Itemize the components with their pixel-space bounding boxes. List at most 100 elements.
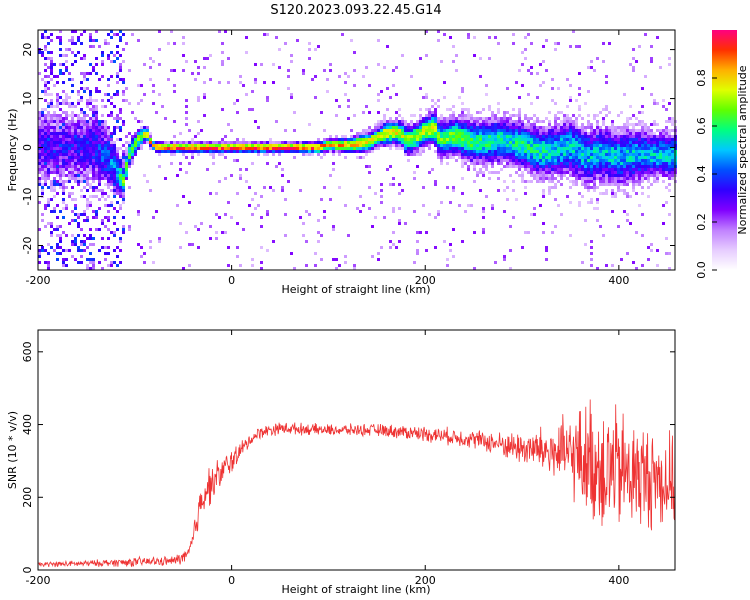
spectrogram-cell (413, 144, 416, 147)
spectrogram-cell (89, 171, 92, 174)
spectrogram-cell (434, 180, 437, 183)
spectrogram-cell (620, 168, 623, 171)
spectrogram-cell (653, 165, 656, 168)
spectrogram-cell (122, 186, 125, 189)
spectrogram-cell (536, 147, 539, 150)
spectrogram-cell (461, 108, 464, 111)
spectrogram-cell (572, 30, 575, 33)
spectrogram-cell (572, 132, 575, 135)
spectrogram-cell (53, 180, 56, 183)
spectrogram-cell (473, 138, 476, 141)
spectrogram-cell (344, 144, 347, 147)
spectrogram-cell (584, 150, 587, 153)
spectrogram-cell (365, 147, 368, 150)
spectrogram-cell (332, 162, 335, 165)
spectrogram-cell (389, 96, 392, 99)
spectrogram-cell (605, 180, 608, 183)
spectrogram-cell (317, 219, 320, 222)
spectrogram-cell (110, 111, 113, 114)
spectrogram-cell (62, 201, 65, 204)
spectrogram-cell (59, 147, 62, 150)
spectrogram-cell (236, 222, 239, 225)
spectrogram-cell (110, 162, 113, 165)
spectrogram-cell (434, 102, 437, 105)
spectrogram-cell (617, 225, 620, 228)
spectrogram-cell (497, 111, 500, 114)
spectrogram-cell (113, 174, 116, 177)
spectrogram-cell (74, 153, 77, 156)
spectrogram-cell (458, 126, 461, 129)
spectrogram-cell (425, 135, 428, 138)
spectrogram-cell (485, 168, 488, 171)
spectrogram-x-axis-label: Height of straight line (km) (281, 283, 430, 296)
spectrogram-cell (332, 225, 335, 228)
spectrogram-cell (362, 135, 365, 138)
spectrogram-cell (308, 153, 311, 156)
spectrogram-cell (626, 147, 629, 150)
spectrogram-cell (344, 150, 347, 153)
spectrogram-cell (95, 186, 98, 189)
spectrogram-cell (98, 147, 101, 150)
spectrogram-cell (44, 180, 47, 183)
spectrogram-cell (356, 150, 359, 153)
spectrogram-cell (617, 129, 620, 132)
spectrogram-cell (110, 159, 113, 162)
spectrogram-cell (653, 138, 656, 141)
spectrogram-cell (377, 111, 380, 114)
spectrogram-cell (566, 117, 569, 120)
spectrogram-cell (626, 117, 629, 120)
spectrogram-cell (272, 147, 275, 150)
spectrogram-cell (83, 132, 86, 135)
spectrogram-cell (80, 162, 83, 165)
spectrogram-cell (473, 153, 476, 156)
spectrogram-cell (518, 69, 521, 72)
spectrogram-cell (641, 180, 644, 183)
spectrogram-cell (59, 144, 62, 147)
spectrogram-cell (485, 141, 488, 144)
spectrogram-cell (665, 237, 668, 240)
spectrogram-cell (635, 168, 638, 171)
spectrogram-cell (95, 168, 98, 171)
spectrogram-cell (623, 129, 626, 132)
spectrogram-cell (53, 144, 56, 147)
spectrogram-cell (599, 153, 602, 156)
spectrogram-cell (512, 132, 515, 135)
spectrogram-cell (224, 147, 227, 150)
spectrogram-cell (479, 189, 482, 192)
spectrogram-cell (464, 138, 467, 141)
spectrogram-cell (119, 162, 122, 165)
spectrogram-cell (119, 63, 122, 66)
spectrogram-cell (377, 99, 380, 102)
spectrogram-cell (95, 123, 98, 126)
spectrogram-cell (62, 258, 65, 261)
spectrogram-cell (623, 153, 626, 156)
spectrogram-cell (644, 138, 647, 141)
spectrogram-cell (653, 168, 656, 171)
spectrogram-cell (572, 120, 575, 123)
spectrogram-cell (629, 105, 632, 108)
spectrogram-cell (332, 228, 335, 231)
spectrogram-cell (638, 150, 641, 153)
spectrogram-cell (296, 144, 299, 147)
spectrogram-cell (482, 150, 485, 153)
spectrogram-cell (38, 153, 41, 156)
spectrogram-cell (83, 135, 86, 138)
spectrogram-cell (446, 156, 449, 159)
spectrogram-cell (488, 156, 491, 159)
spectrogram-cell (569, 168, 572, 171)
spectrogram-cell (113, 192, 116, 195)
spectrogram-cell (641, 147, 644, 150)
spectrogram-cell (65, 60, 68, 63)
spectrogram-cell (452, 138, 455, 141)
spectrogram-cell (77, 39, 80, 42)
spectrogram-cell (149, 246, 152, 249)
spectrogram-cell (542, 120, 545, 123)
spectrogram-cell (599, 174, 602, 177)
spectrogram-cell (119, 207, 122, 210)
spectrogram-cell (461, 132, 464, 135)
spectrogram-cell (188, 144, 191, 147)
spectrogram-cell (416, 231, 419, 234)
spectrogram-cell (80, 144, 83, 147)
spectrogram-cell (524, 132, 527, 135)
spectrogram-cell (74, 171, 77, 174)
